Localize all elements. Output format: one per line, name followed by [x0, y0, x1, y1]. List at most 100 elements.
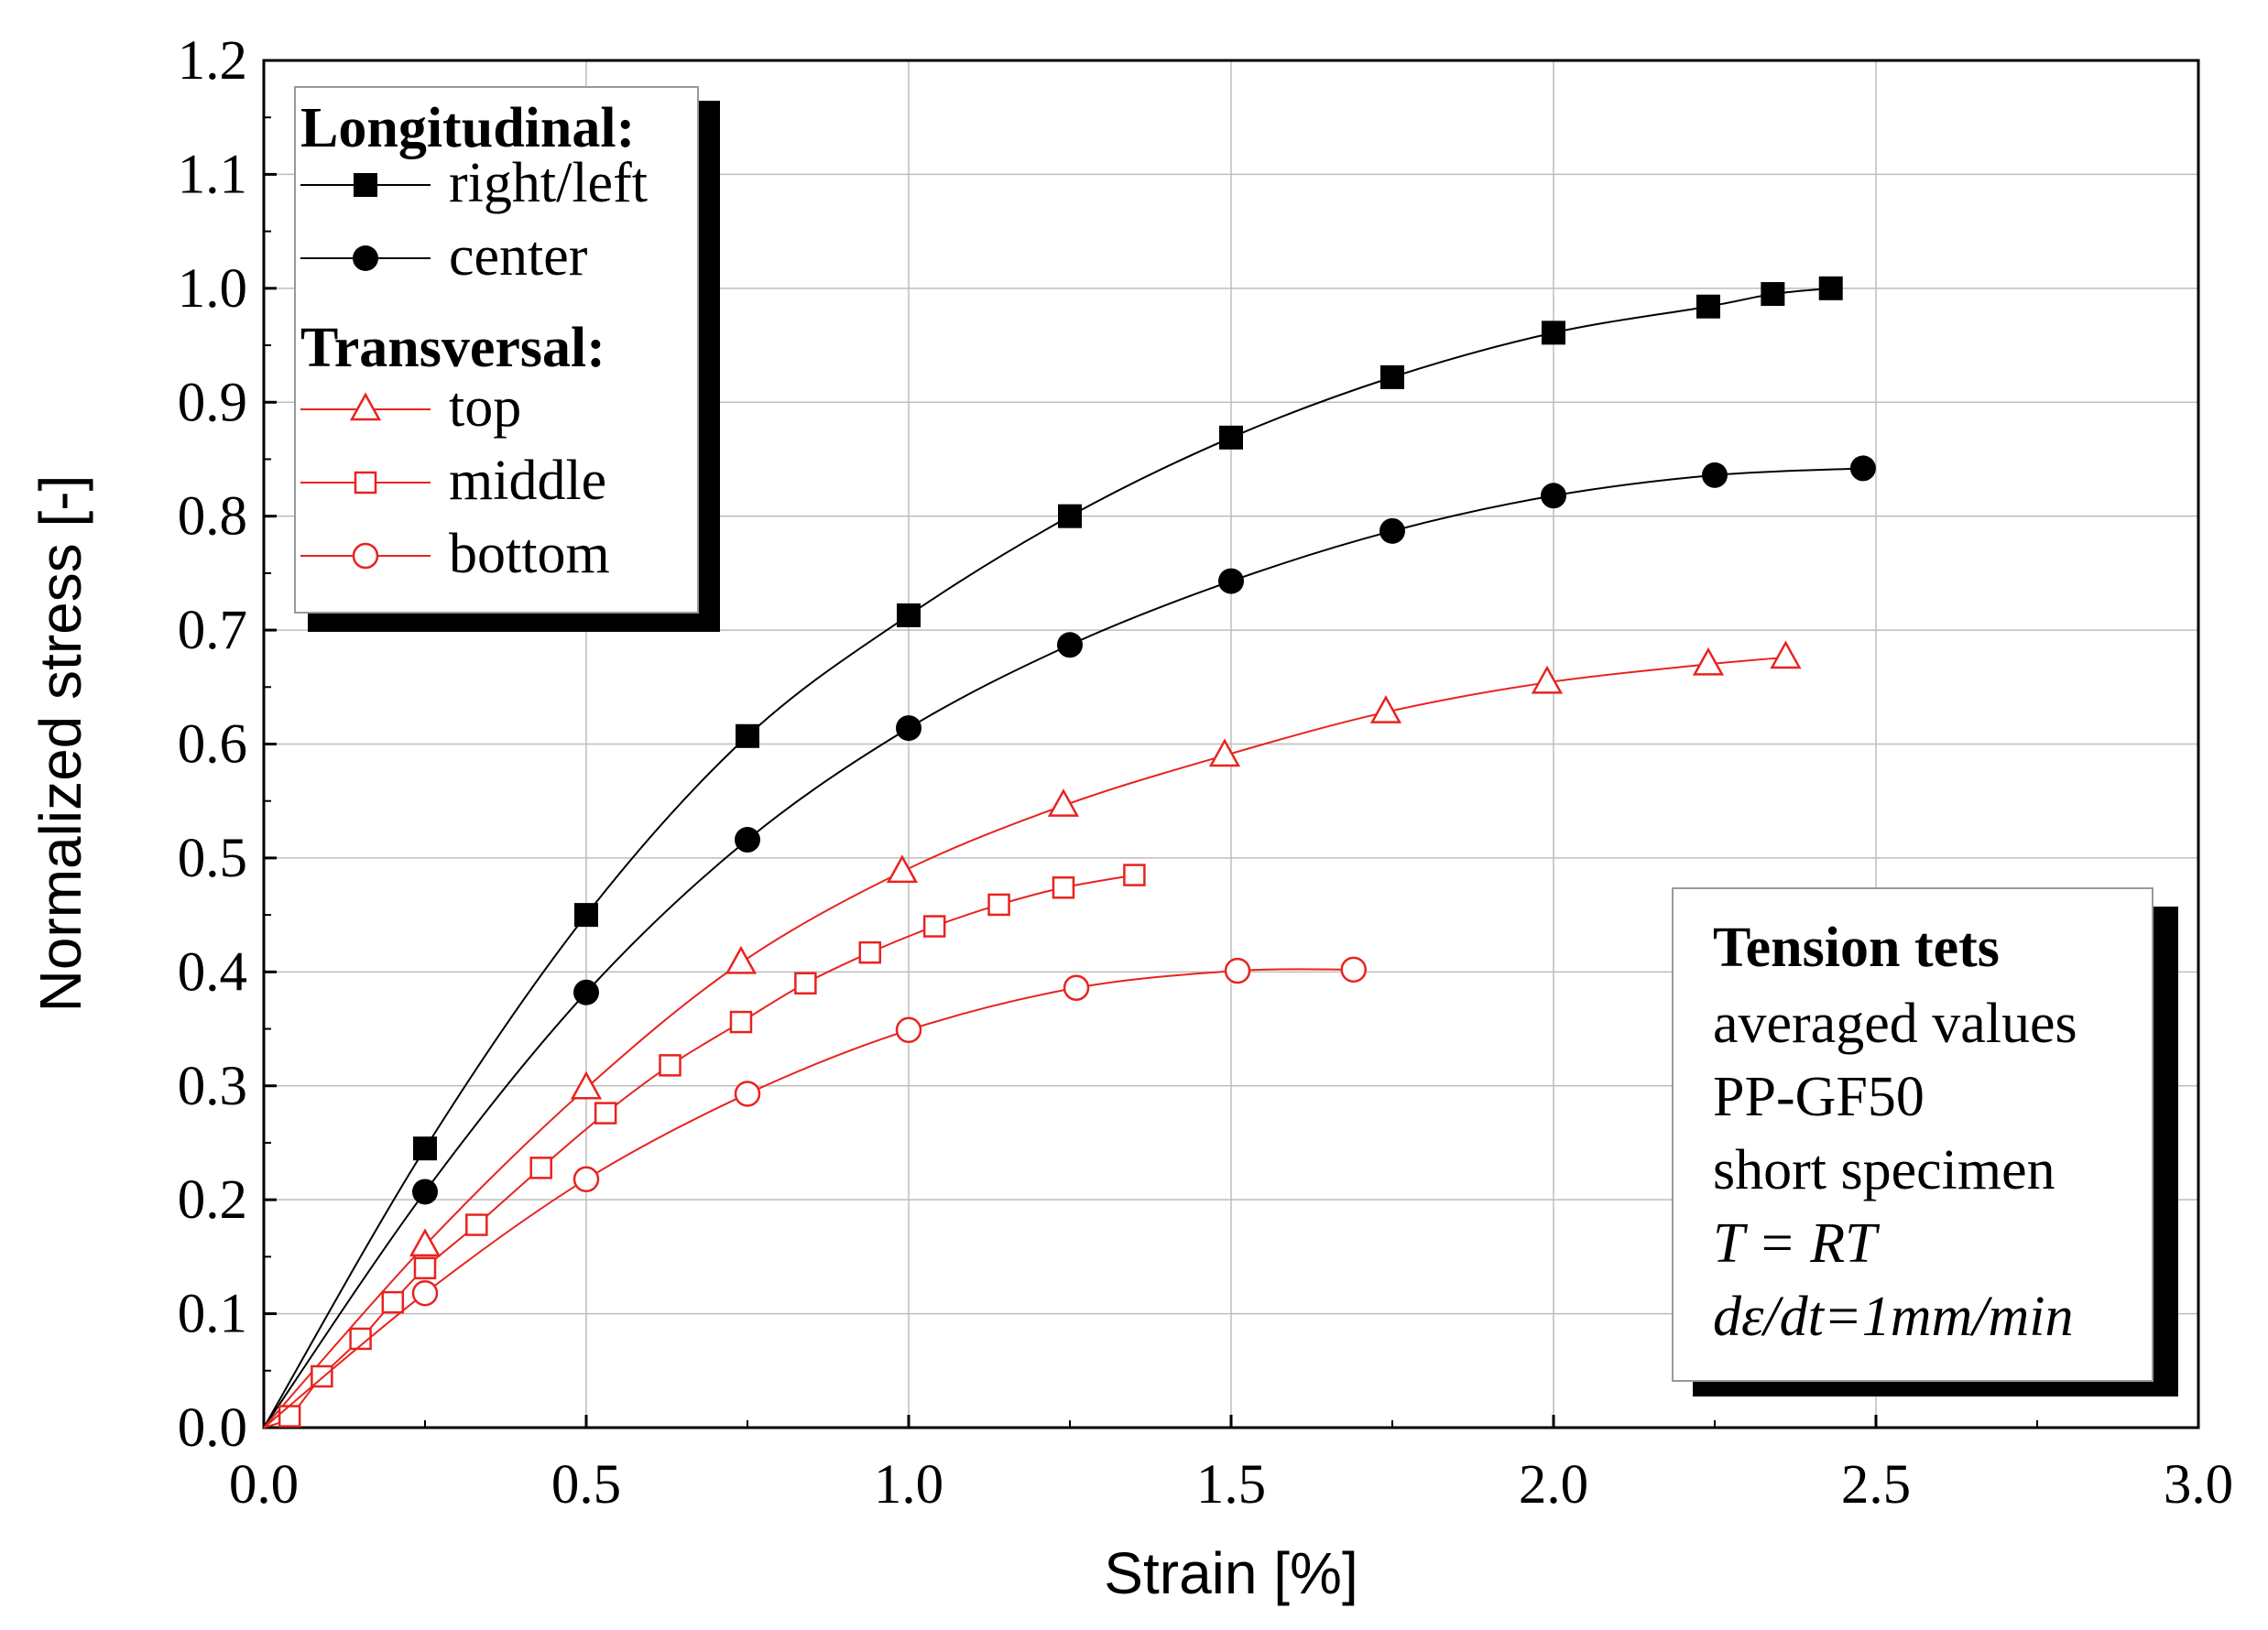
legend-heading-transversal: Transversal: [300, 317, 605, 379]
x-tick-label: 0.5 [551, 1454, 621, 1516]
series-top [263, 640, 1802, 1429]
info-box-frame [1672, 887, 2154, 1382]
x-tick-label: 0.0 [229, 1454, 299, 1516]
data-point [736, 723, 759, 748]
info-line-4: T = RT [1713, 1212, 1881, 1275]
data-point [573, 979, 599, 1005]
series-center [263, 455, 1876, 1429]
series-middle [263, 864, 1146, 1429]
data-point [1380, 364, 1404, 389]
data-point [729, 1010, 753, 1034]
data-point [1541, 483, 1566, 509]
data-point [1770, 640, 1802, 669]
data-point [1052, 876, 1075, 899]
y-tick-label: 1.2 [178, 30, 247, 92]
y-tick-label: 0.3 [178, 1056, 247, 1117]
legend-marker [349, 392, 382, 421]
data-point [735, 827, 760, 853]
data-point [1208, 738, 1241, 767]
data-point [1531, 665, 1564, 694]
data-point [574, 903, 598, 928]
data-point [987, 893, 1010, 917]
series-right-left [263, 276, 1843, 1429]
y-tick-label: 0.8 [178, 486, 247, 548]
data-point [1219, 425, 1243, 450]
series-bottom [263, 956, 1368, 1429]
y-tick-label: 1.0 [178, 258, 247, 320]
legend-heading-longitudinal: Longitudinal: [300, 97, 635, 159]
y-tick-label: 0.0 [178, 1397, 247, 1459]
data-point [1047, 788, 1080, 817]
data-point [465, 1213, 488, 1236]
data-point [1369, 695, 1402, 723]
y-tick-label: 0.2 [178, 1169, 247, 1231]
data-point [1063, 974, 1090, 1002]
data-point [895, 1016, 922, 1044]
data-point [1224, 957, 1251, 984]
data-point [412, 1179, 438, 1205]
legend-label: middle [449, 450, 606, 512]
data-point [1818, 276, 1843, 300]
y-tick-label: 0.1 [178, 1284, 247, 1345]
data-point [1218, 568, 1244, 594]
info-line-2: PP-GF50 [1713, 1066, 1925, 1128]
data-point [1692, 647, 1725, 676]
axis-ticks: 0.0 0.5 1.0 1.5 2.0 2.5 3.0 0.0 0.1 0.2 0.3 0.4 0.5 0… [178, 30, 2233, 1516]
series-line [263, 287, 1831, 1429]
x-tick-label: 2.0 [1519, 1454, 1588, 1516]
data-point [411, 1279, 439, 1307]
legend-item-bottom: bottom [300, 523, 610, 585]
data-point [594, 1102, 617, 1125]
data-point [381, 1290, 405, 1314]
info-box: Tension tets averaged values PP-GF50 sho… [1672, 887, 2178, 1396]
y-tick-label: 0.7 [178, 600, 247, 661]
data-point [858, 940, 882, 964]
data-point [1340, 956, 1368, 983]
series-layer [263, 276, 1876, 1429]
data-point [1057, 632, 1083, 658]
x-axis-title: Strain [%] [1104, 1540, 1358, 1606]
data-point [1761, 282, 1785, 307]
legend-marker [353, 245, 378, 271]
legend-item-middle: middle [300, 450, 606, 512]
data-point [1696, 294, 1720, 319]
data-point [734, 1081, 761, 1107]
legend-item-top: top [300, 376, 521, 439]
info-line-3: short specimen [1713, 1139, 2055, 1201]
data-point [529, 1157, 552, 1179]
data-point [413, 1136, 437, 1161]
data-point [278, 1405, 301, 1428]
data-point [886, 854, 919, 884]
data-point [1849, 455, 1876, 482]
data-point [1123, 864, 1146, 886]
y-tick-label: 0.6 [178, 714, 247, 776]
legend-label: bottom [449, 523, 610, 585]
data-point [1702, 462, 1728, 488]
y-tick-label: 0.5 [178, 828, 247, 889]
data-point [897, 603, 921, 627]
info-title: Tension tets [1713, 917, 2000, 979]
data-point [570, 1070, 603, 1100]
data-point [572, 1166, 600, 1193]
y-tick-label: 0.4 [178, 941, 247, 1003]
legend-marker [354, 173, 377, 197]
data-point [1542, 321, 1565, 345]
x-tick-label: 3.0 [2164, 1454, 2233, 1516]
data-point [725, 945, 758, 974]
legend-marker [352, 542, 379, 570]
legend-item-center: center [300, 225, 588, 288]
x-tick-label: 1.0 [874, 1454, 943, 1516]
y-tick-label: 1.1 [178, 144, 247, 205]
legend-item-right-left: right/left [300, 152, 648, 214]
y-tick-label: 0.9 [178, 372, 247, 433]
legend-label: top [449, 376, 521, 439]
data-point [349, 1327, 372, 1351]
y-axis-title: Normalized stress [-] [27, 475, 93, 1013]
x-tick-label: 1.5 [1196, 1454, 1266, 1516]
data-point [922, 915, 946, 938]
info-line-1: averaged values [1713, 993, 2077, 1055]
data-point [409, 1228, 442, 1257]
legend-marker [354, 471, 377, 494]
legend: Longitudinal: right/left center top middle b… [294, 86, 720, 632]
